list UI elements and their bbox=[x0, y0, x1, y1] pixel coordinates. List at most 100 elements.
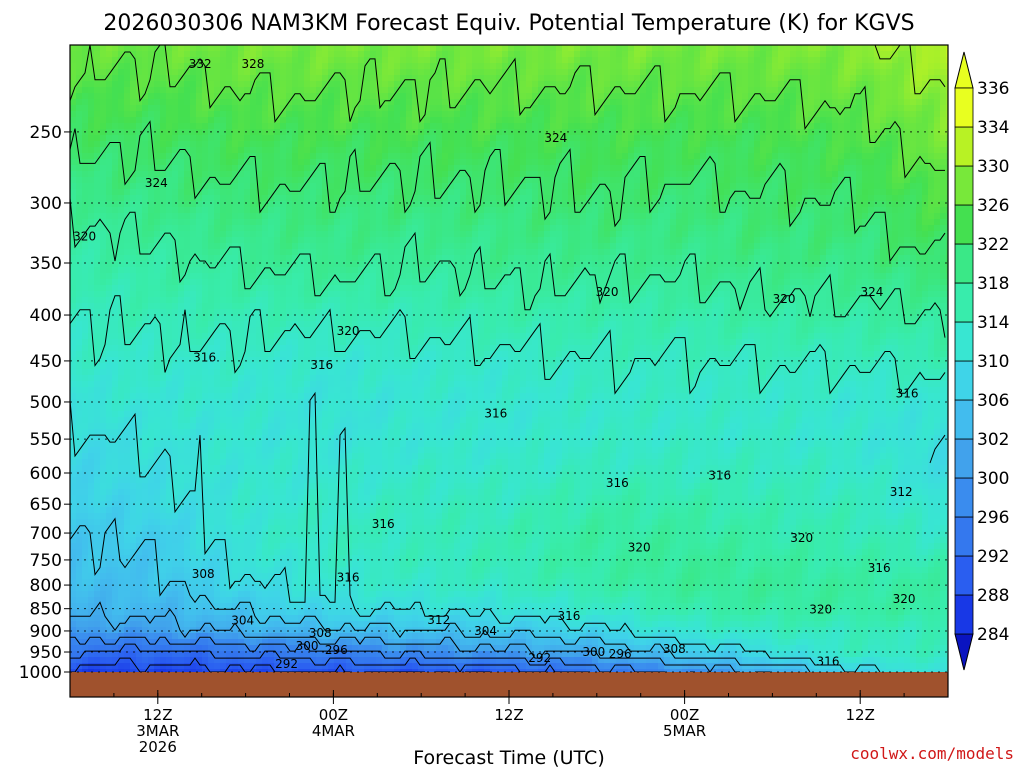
contour-label: 332 bbox=[189, 57, 212, 71]
y-tick-label: 850 bbox=[30, 600, 62, 620]
x-tick-label: 2026 bbox=[139, 738, 177, 756]
contour-label: 312 bbox=[427, 613, 450, 627]
colorbar-swatch bbox=[954, 399, 974, 440]
x-axis-label: Forecast Time (UTC) bbox=[413, 747, 604, 768]
colorbar-swatch bbox=[954, 282, 974, 323]
colorbar-label: 284 bbox=[977, 625, 1009, 645]
colorbar-swatch bbox=[954, 321, 974, 362]
colorbar-label: 288 bbox=[977, 586, 1009, 606]
contour-label: 296 bbox=[609, 647, 632, 661]
colorbar-label: 302 bbox=[977, 430, 1009, 450]
contour-label: 316 bbox=[708, 469, 731, 483]
contour-label: 292 bbox=[528, 651, 551, 665]
contour-label: 320 bbox=[596, 285, 619, 299]
contour-label: 320 bbox=[73, 230, 96, 244]
contour-line-316 bbox=[70, 295, 946, 395]
contour-label: 316 bbox=[484, 406, 507, 420]
contour-label: 316 bbox=[606, 476, 629, 490]
colorbar-swatch bbox=[954, 438, 974, 479]
y-tick-label: 250 bbox=[30, 123, 62, 143]
contour-label: 316 bbox=[896, 386, 919, 400]
y-tick-label: 750 bbox=[30, 551, 62, 571]
contour-label: 296 bbox=[325, 643, 348, 657]
contour-labels: 332 328 324 324 320 320 320 324 320 316 316 316 316 3… bbox=[73, 57, 918, 671]
contour-label: 300 bbox=[582, 645, 605, 659]
y-tick-label: 450 bbox=[30, 352, 62, 372]
y-tick-label: 1000 bbox=[19, 663, 62, 683]
contour-line-324 bbox=[70, 120, 946, 263]
colorbar-swatch bbox=[954, 360, 974, 401]
contour-label: 324 bbox=[860, 285, 883, 299]
x-tick-label: 4MAR bbox=[312, 722, 355, 740]
colorbar-label: 314 bbox=[977, 313, 1009, 333]
contour-label: 316 bbox=[372, 517, 395, 531]
x-tick-label: 12Z bbox=[494, 706, 523, 724]
contour-label: 320 bbox=[790, 531, 813, 545]
contour-label: 308 bbox=[192, 567, 215, 581]
colorbar-swatch bbox=[954, 126, 974, 167]
contour-label: 320 bbox=[628, 540, 651, 554]
colorbar-label: 322 bbox=[977, 235, 1009, 255]
y-tick-label: 800 bbox=[30, 576, 62, 596]
contour-label: 328 bbox=[241, 57, 264, 71]
colorbar-swatch bbox=[954, 555, 974, 596]
contour-line-320 bbox=[70, 198, 946, 338]
x-tick-label: 12Z bbox=[846, 706, 875, 724]
y-tick-label: 550 bbox=[30, 430, 62, 450]
y-tick-label: 500 bbox=[30, 393, 62, 413]
colorbar: 284 288 292 296 300 302 306 310 314 318 322 326 330 3… bbox=[954, 51, 1009, 671]
colorbar-bottom-arrow bbox=[954, 633, 974, 671]
colorbar-label: 334 bbox=[977, 118, 1009, 138]
contour-label: 316 bbox=[310, 358, 333, 372]
contour-label: 316 bbox=[817, 654, 840, 668]
contour-line-312 bbox=[70, 391, 946, 673]
colorbar-swatch bbox=[954, 243, 974, 284]
contour-label: 308 bbox=[663, 642, 686, 656]
contour-label: 316 bbox=[193, 350, 216, 364]
colorbar-swatch bbox=[954, 516, 974, 557]
y-tick-label: 300 bbox=[30, 194, 62, 214]
contour-label: 304 bbox=[231, 613, 254, 627]
colorbar-label: 310 bbox=[977, 352, 1009, 372]
contour-label: 316 bbox=[868, 561, 891, 575]
colorbar-swatch bbox=[954, 204, 974, 245]
y-axis: 2503003504004505005506006507007508008509… bbox=[19, 123, 70, 683]
colorbar-swatch bbox=[954, 594, 974, 635]
colorbar-label: 326 bbox=[977, 196, 1009, 216]
y-tick-label: 650 bbox=[30, 495, 62, 515]
colorbar-label: 306 bbox=[977, 391, 1009, 411]
contour-label: 300 bbox=[296, 639, 319, 653]
colorbar-label: 330 bbox=[977, 157, 1009, 177]
y-tick-label: 400 bbox=[30, 306, 62, 326]
colorbar-label: 300 bbox=[977, 469, 1009, 489]
y-tick-label: 950 bbox=[30, 643, 62, 663]
y-tick-label: 900 bbox=[30, 622, 62, 642]
chart-title: 2026030306 NAM3KM Forecast Equiv. Potent… bbox=[103, 11, 914, 36]
x-tick-label: 12Z bbox=[143, 706, 172, 724]
field-shading bbox=[70, 45, 948, 697]
x-tick-label: 00Z bbox=[319, 706, 348, 724]
contour-label: 320 bbox=[337, 324, 360, 338]
colorbar-label: 296 bbox=[977, 508, 1009, 528]
x-tick-label: 3MAR bbox=[136, 722, 179, 740]
colorbar-swatch bbox=[954, 477, 974, 518]
colorbar-label: 336 bbox=[977, 79, 1009, 99]
contour-label: 316 bbox=[337, 571, 360, 585]
y-tick-label: 600 bbox=[30, 464, 62, 484]
contour-label: 320 bbox=[773, 292, 796, 306]
x-tick-label: 5MAR bbox=[663, 722, 706, 740]
contour-label: 292 bbox=[275, 657, 298, 671]
contour-label: 324 bbox=[544, 131, 567, 145]
colorbar-label: 292 bbox=[977, 547, 1009, 567]
colorbar-label: 318 bbox=[977, 274, 1009, 294]
contour-line-328 bbox=[70, 45, 945, 179]
colorbar-top-arrow bbox=[954, 51, 974, 89]
colorbar-swatch bbox=[954, 165, 974, 206]
credit-text: coolwx.com/models bbox=[850, 744, 1014, 763]
y-tick-label: 350 bbox=[30, 254, 62, 274]
contour-label: 316 bbox=[558, 609, 581, 623]
contour-label: 320 bbox=[893, 592, 916, 606]
contour-label: 324 bbox=[145, 176, 168, 190]
